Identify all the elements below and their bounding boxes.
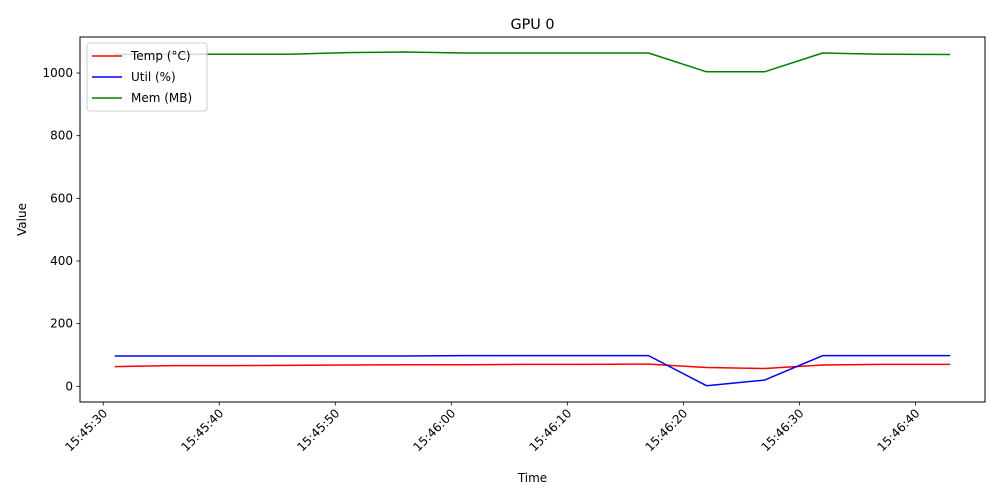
- x-tick-label: 15:46:40: [874, 406, 922, 454]
- y-tick-label: 600: [50, 191, 73, 205]
- x-tick-label: 15:46:00: [410, 406, 458, 454]
- x-axis: 15:45:30 15:45:40 15:45:50 15:46:00 15:46:10…: [62, 402, 923, 454]
- plot-frame: [79, 36, 986, 403]
- series-line-1: [114, 354, 951, 387]
- y-axis-title: Value: [15, 203, 29, 236]
- y-axis: 0 200 400 600 800 1000: [42, 66, 80, 393]
- x-tick-label: 15:46:10: [526, 406, 574, 454]
- series-layer: [114, 51, 951, 387]
- y-tick-label: 0: [65, 379, 73, 393]
- legend-label-2: Mem (MB): [131, 91, 192, 105]
- series-line-0: [114, 363, 951, 370]
- plot-area: [80, 37, 985, 402]
- y-tick-label: 400: [50, 254, 73, 268]
- x-tick-label: 15:46:20: [642, 406, 690, 454]
- x-tick-label: 15:46:30: [758, 406, 806, 454]
- series-line-2: [114, 51, 951, 73]
- legend-box: [86, 42, 208, 112]
- legend-label-1: Util (%): [131, 70, 176, 84]
- legend: Temp (°C) Util (%) Mem (MB): [86, 42, 208, 112]
- chart-title: GPU 0: [510, 17, 554, 33]
- x-tick-label: 15:45:50: [294, 406, 342, 454]
- x-tick-label: 15:45:40: [178, 406, 226, 454]
- y-tick-label: 800: [50, 129, 73, 143]
- x-tick-label: 15:45:30: [62, 406, 110, 454]
- legend-label-0: Temp (°C): [130, 49, 191, 63]
- x-axis-title: Time: [517, 471, 547, 485]
- y-tick-label: 200: [50, 317, 73, 331]
- y-tick-label: 1000: [42, 66, 73, 80]
